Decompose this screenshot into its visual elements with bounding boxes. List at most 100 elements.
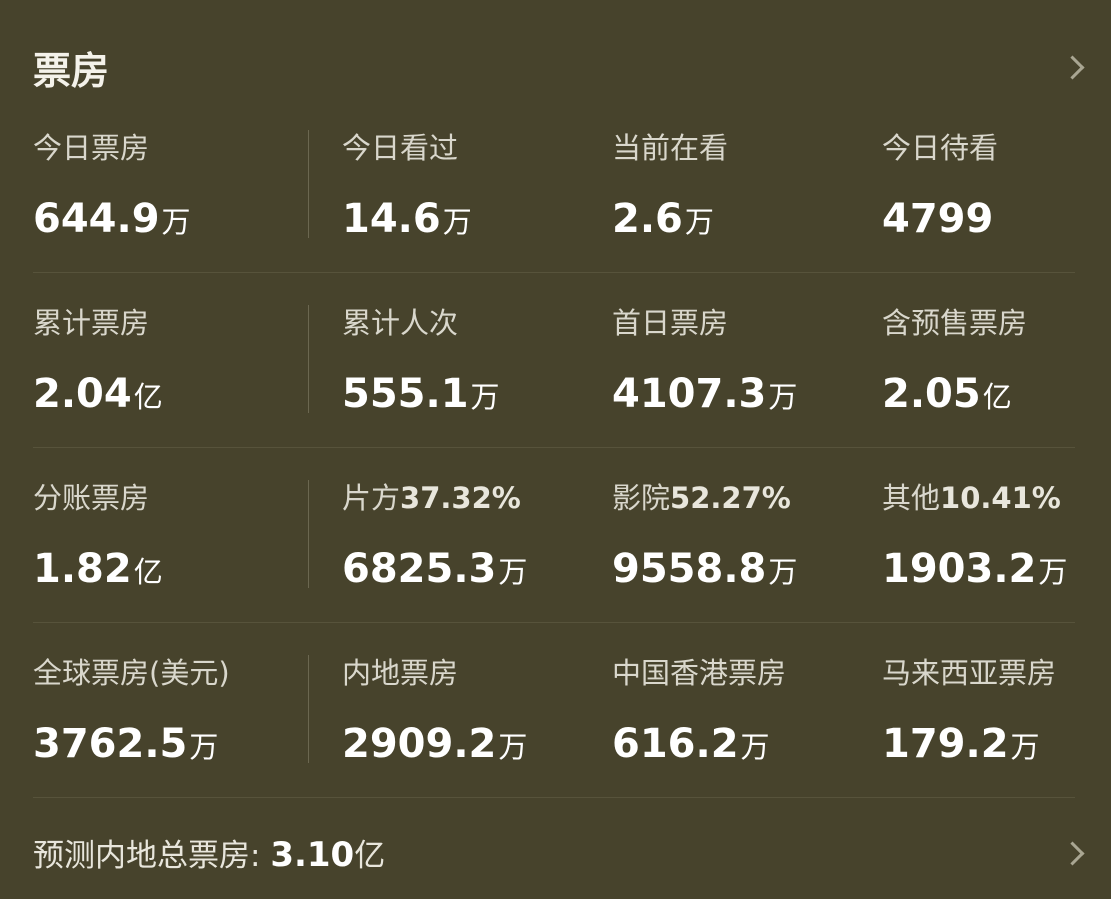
stat-unit: 万 bbox=[768, 380, 798, 414]
stat-label-text: 马来西亚票房 bbox=[882, 656, 1057, 690]
stat-unit: 亿 bbox=[982, 380, 1012, 414]
stat-label: 含预售票房 bbox=[882, 305, 1027, 341]
stat-label: 片方37.32% bbox=[342, 480, 527, 516]
stat-cell: 全球票房(美元) 3762.5万 bbox=[33, 655, 230, 770]
stat-cell: 片方37.32% 6825.3万 bbox=[342, 480, 527, 595]
stat-label: 累计票房 bbox=[33, 305, 163, 341]
column-divider bbox=[308, 480, 309, 588]
stat-label: 马来西亚票房 bbox=[882, 655, 1056, 691]
stat-cell: 首日票房 4107.3万 bbox=[612, 305, 797, 420]
stat-label-text: 首日票房 bbox=[612, 306, 729, 340]
stat-cell: 其他10.41% 1903.2万 bbox=[882, 480, 1067, 595]
stat-cell: 累计人次 555.1万 bbox=[342, 305, 500, 420]
stat-value: 9558.8万 bbox=[612, 546, 797, 595]
stat-label: 累计人次 bbox=[342, 305, 500, 341]
stat-value: 2.04亿 bbox=[33, 371, 163, 420]
stat-label-text: 今日待看 bbox=[882, 131, 999, 165]
stat-value: 4107.3万 bbox=[612, 371, 797, 420]
stat-cell: 今日票房 644.9万 bbox=[33, 130, 191, 245]
stats-row: 分账票房 1.82亿 片方37.32% 6825.3万 影院52.27% 9558.8万其… bbox=[0, 480, 1111, 655]
stat-cell: 马来西亚票房 179.2万 bbox=[882, 655, 1056, 770]
stat-unit: 亿 bbox=[133, 555, 163, 589]
stats-row: 全球票房(美元) 3762.5万 内地票房 2909.2万 中国香港票房 616.2万 马来… bbox=[0, 655, 1111, 830]
stat-unit: 万 bbox=[740, 730, 770, 764]
stat-value: 644.9万 bbox=[33, 196, 191, 245]
stat-value: 179.2万 bbox=[882, 721, 1056, 770]
divider bbox=[33, 622, 1075, 623]
stat-unit: 万 bbox=[498, 555, 528, 589]
stat-number: 2.6 bbox=[612, 196, 683, 242]
stat-label-text: 今日票房 bbox=[33, 131, 150, 165]
stat-cell: 影院52.27% 9558.8万 bbox=[612, 480, 797, 595]
stat-number: 4799 bbox=[882, 196, 994, 242]
stat-number: 2909.2 bbox=[342, 721, 497, 767]
stat-label-text: 影院 bbox=[612, 481, 671, 515]
stat-value: 616.2万 bbox=[612, 721, 786, 770]
stat-label: 内地票房 bbox=[342, 655, 527, 691]
stat-cell: 内地票房 2909.2万 bbox=[342, 655, 527, 770]
stat-label: 全球票房(美元) bbox=[33, 655, 230, 691]
stat-number: 9558.8 bbox=[612, 546, 767, 592]
chevron-right-icon[interactable] bbox=[1060, 841, 1085, 866]
stat-unit: 万 bbox=[470, 380, 500, 414]
stat-label: 今日待看 bbox=[882, 130, 998, 166]
stat-label-text: 全球票房(美元) bbox=[33, 656, 230, 690]
section-title: 票房 bbox=[33, 49, 110, 93]
stat-value: 2909.2万 bbox=[342, 721, 527, 770]
stat-label-text: 中国香港票房 bbox=[612, 656, 787, 690]
stat-value: 3762.5万 bbox=[33, 721, 230, 770]
forecast-link[interactable]: 预测内地总票房: 3.10亿 bbox=[33, 830, 385, 875]
divider bbox=[33, 797, 1075, 798]
stat-value: 1903.2万 bbox=[882, 546, 1067, 595]
forecast-value: 3.10 bbox=[270, 835, 355, 875]
stat-label-text: 内地票房 bbox=[342, 656, 459, 690]
stat-cell: 累计票房 2.04亿 bbox=[33, 305, 163, 420]
stat-cell: 含预售票房 2.05亿 bbox=[882, 305, 1027, 420]
stat-label: 其他10.41% bbox=[882, 480, 1067, 516]
divider bbox=[33, 272, 1075, 273]
stat-cell: 分账票房 1.82亿 bbox=[33, 480, 163, 595]
stat-cell: 当前在看 2.6万 bbox=[612, 130, 728, 245]
stat-number: 644.9 bbox=[33, 196, 160, 242]
stat-label: 分账票房 bbox=[33, 480, 163, 516]
stat-cell: 今日待看 4799 bbox=[882, 130, 998, 245]
stat-number: 179.2 bbox=[882, 721, 1009, 767]
stat-label: 当前在看 bbox=[612, 130, 728, 166]
stat-unit: 万 bbox=[768, 555, 798, 589]
stat-label-text: 当前在看 bbox=[612, 131, 729, 165]
stat-label-text: 含预售票房 bbox=[882, 306, 1028, 340]
stat-number: 1903.2 bbox=[882, 546, 1037, 592]
stat-label-text: 片方 bbox=[342, 481, 401, 515]
stat-label-text: 累计票房 bbox=[33, 306, 150, 340]
stat-unit: 万 bbox=[442, 205, 472, 239]
stat-percent: 37.32% bbox=[400, 481, 521, 515]
stat-number: 555.1 bbox=[342, 371, 469, 417]
stat-label: 中国香港票房 bbox=[612, 655, 786, 691]
stat-number: 616.2 bbox=[612, 721, 739, 767]
stat-value: 2.6万 bbox=[612, 196, 728, 245]
stat-cell: 中国香港票房 616.2万 bbox=[612, 655, 786, 770]
stat-number: 2.05 bbox=[882, 371, 981, 417]
stats-row: 今日票房 644.9万 今日看过 14.6万 当前在看 2.6万 今日待看 4799 bbox=[0, 130, 1111, 305]
column-divider bbox=[308, 305, 309, 413]
stat-number: 3762.5 bbox=[33, 721, 188, 767]
stat-cell: 今日看过 14.6万 bbox=[342, 130, 472, 245]
stat-label-text: 其他 bbox=[882, 481, 941, 515]
stat-value: 1.82亿 bbox=[33, 546, 163, 595]
stat-unit: 万 bbox=[1038, 555, 1068, 589]
stat-unit: 万 bbox=[1010, 730, 1040, 764]
stat-value: 6825.3万 bbox=[342, 546, 527, 595]
forecast-label: 预测内地总票房: bbox=[33, 838, 261, 874]
chevron-right-icon[interactable] bbox=[1060, 55, 1085, 80]
forecast-unit: 亿 bbox=[354, 838, 386, 874]
stat-label-text: 分账票房 bbox=[33, 481, 150, 515]
stat-number: 6825.3 bbox=[342, 546, 497, 592]
column-divider bbox=[308, 130, 309, 238]
stat-label: 今日看过 bbox=[342, 130, 472, 166]
stat-number: 14.6 bbox=[342, 196, 441, 242]
stat-value: 2.05亿 bbox=[882, 371, 1027, 420]
stat-unit: 万 bbox=[498, 730, 528, 764]
stat-label-text: 累计人次 bbox=[342, 306, 459, 340]
stats-row: 累计票房 2.04亿 累计人次 555.1万 首日票房 4107.3万 含预售票房 2.05亿 bbox=[0, 305, 1111, 480]
stat-unit: 万 bbox=[684, 205, 714, 239]
